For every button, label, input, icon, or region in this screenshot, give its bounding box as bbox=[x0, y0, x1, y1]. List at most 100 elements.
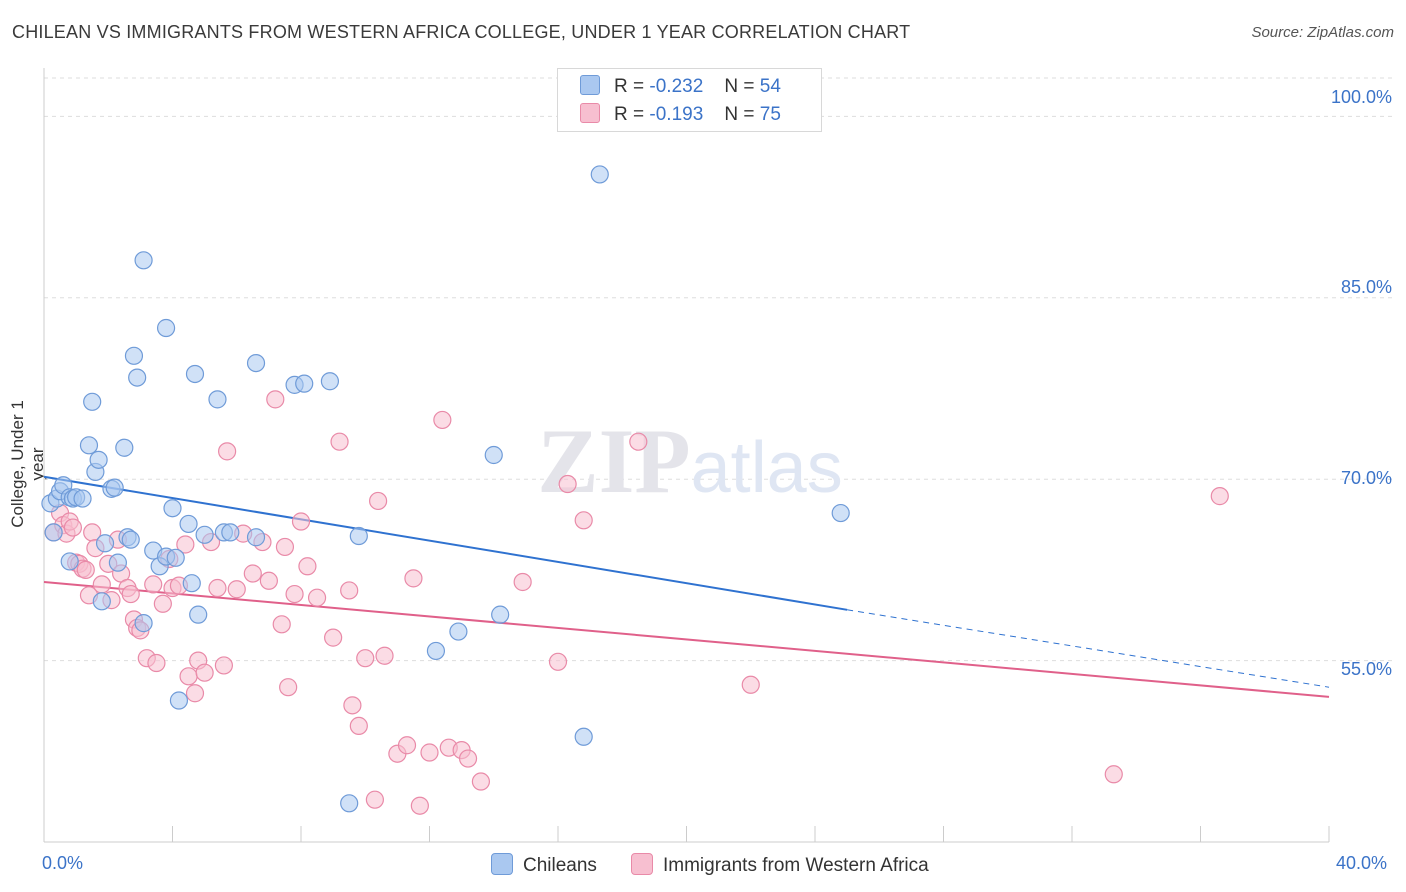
point-chileans bbox=[189, 605, 208, 624]
point-western-africa bbox=[266, 390, 285, 409]
point-western-africa bbox=[433, 410, 452, 430]
bottom-legend-western-africa: Immigrants from Western Africa bbox=[631, 853, 929, 877]
point-western-africa bbox=[458, 749, 478, 768]
point-chileans bbox=[449, 622, 468, 641]
point-chileans bbox=[246, 353, 266, 373]
point-chileans bbox=[95, 534, 115, 553]
trend-line-western-africa bbox=[43, 580, 1330, 698]
bottom-legend-chileans: Chileans bbox=[491, 853, 597, 877]
stats-legend: R = -0.232 N = 54 R = -0.193 N = 75 bbox=[557, 68, 822, 132]
axes bbox=[43, 68, 1330, 843]
point-western-africa bbox=[153, 594, 172, 613]
data-points bbox=[41, 165, 1229, 815]
point-western-africa bbox=[275, 537, 295, 557]
point-western-africa bbox=[629, 432, 648, 451]
point-chileans bbox=[491, 605, 510, 624]
point-chileans bbox=[134, 614, 153, 633]
point-western-africa bbox=[195, 663, 214, 682]
trend-lines bbox=[43, 475, 1330, 698]
point-chileans bbox=[208, 390, 227, 409]
point-western-africa bbox=[227, 580, 246, 599]
point-western-africa bbox=[340, 581, 359, 600]
point-chileans bbox=[89, 450, 108, 469]
point-chileans bbox=[163, 499, 182, 518]
legend-r-value: -0.232 bbox=[649, 76, 704, 97]
source-credit: Source: ZipAtlas.com bbox=[1251, 24, 1394, 41]
point-chileans bbox=[426, 641, 446, 661]
bottom-legend-label: Immigrants from Western Africa bbox=[663, 855, 929, 876]
point-chileans bbox=[484, 445, 503, 465]
point-western-africa bbox=[558, 474, 577, 494]
point-western-africa bbox=[404, 569, 423, 588]
point-western-africa bbox=[121, 584, 140, 604]
point-chileans bbox=[134, 251, 153, 270]
point-chileans bbox=[246, 528, 266, 547]
point-western-africa bbox=[324, 628, 343, 647]
point-western-africa bbox=[291, 512, 311, 531]
point-chileans bbox=[574, 727, 593, 746]
point-chileans bbox=[320, 372, 340, 391]
legend-r-label: R = bbox=[614, 76, 645, 97]
point-chileans bbox=[349, 526, 368, 546]
bottom-legend-label: Chileans bbox=[523, 855, 597, 876]
legend-r-value: -0.193 bbox=[649, 104, 704, 125]
watermark: ZIPatlas bbox=[537, 410, 842, 512]
point-chileans bbox=[128, 368, 147, 387]
point-western-africa bbox=[410, 796, 429, 815]
legend-swatch-blue bbox=[580, 75, 600, 95]
point-chileans bbox=[92, 592, 111, 611]
point-western-africa bbox=[741, 675, 760, 694]
point-western-africa bbox=[349, 716, 368, 736]
legend-n-value: 75 bbox=[759, 104, 781, 125]
y-tick-label-55: 55.0% bbox=[1340, 659, 1392, 679]
chart-title: CHILEAN VS IMMIGRANTS FROM WESTERN AFRIC… bbox=[12, 22, 911, 42]
point-western-africa bbox=[420, 743, 439, 762]
point-western-africa bbox=[307, 588, 327, 607]
point-chileans bbox=[79, 436, 99, 455]
point-chileans bbox=[221, 523, 240, 542]
point-western-africa bbox=[285, 584, 304, 604]
point-chileans bbox=[169, 691, 189, 710]
point-western-africa bbox=[375, 646, 394, 665]
point-chileans bbox=[105, 478, 124, 497]
point-chileans bbox=[60, 552, 79, 571]
point-western-africa bbox=[259, 571, 278, 590]
point-western-africa bbox=[185, 684, 205, 703]
point-western-africa bbox=[298, 557, 317, 576]
point-western-africa bbox=[179, 667, 198, 686]
trend-line-chileans bbox=[43, 475, 848, 611]
point-western-africa bbox=[176, 535, 195, 554]
point-chileans bbox=[179, 514, 198, 534]
point-chileans bbox=[73, 489, 92, 508]
point-chileans bbox=[83, 392, 102, 411]
point-western-africa bbox=[76, 560, 95, 579]
point-western-africa bbox=[548, 652, 568, 671]
point-chileans bbox=[115, 438, 134, 457]
point-chileans bbox=[340, 794, 359, 813]
point-chileans bbox=[44, 523, 63, 542]
legend-row-western-africa: R = -0.193 N = 75 bbox=[580, 103, 781, 126]
watermark-atlas: atlas bbox=[691, 428, 843, 508]
point-western-africa bbox=[243, 564, 262, 583]
point-chileans bbox=[185, 364, 205, 384]
point-western-africa bbox=[1104, 765, 1123, 784]
point-chileans bbox=[831, 503, 850, 523]
legend-row-chileans: R = -0.232 N = 54 bbox=[580, 75, 781, 98]
point-chileans bbox=[195, 525, 214, 544]
watermark-zip: ZIP bbox=[537, 410, 690, 512]
legend-n-label: N = bbox=[724, 76, 755, 97]
point-western-africa bbox=[471, 772, 490, 791]
point-chileans bbox=[166, 548, 185, 567]
x-tick-label-max: 40.0% bbox=[1336, 853, 1388, 873]
point-western-africa bbox=[365, 790, 384, 809]
point-chileans bbox=[108, 553, 127, 572]
legend-swatch-pink bbox=[580, 103, 600, 123]
point-western-africa bbox=[63, 518, 83, 537]
point-western-africa bbox=[214, 656, 233, 675]
point-western-africa bbox=[279, 678, 298, 697]
point-western-africa bbox=[356, 649, 375, 668]
point-chileans bbox=[124, 346, 144, 365]
point-western-africa bbox=[208, 578, 227, 598]
point-chileans bbox=[295, 374, 314, 393]
